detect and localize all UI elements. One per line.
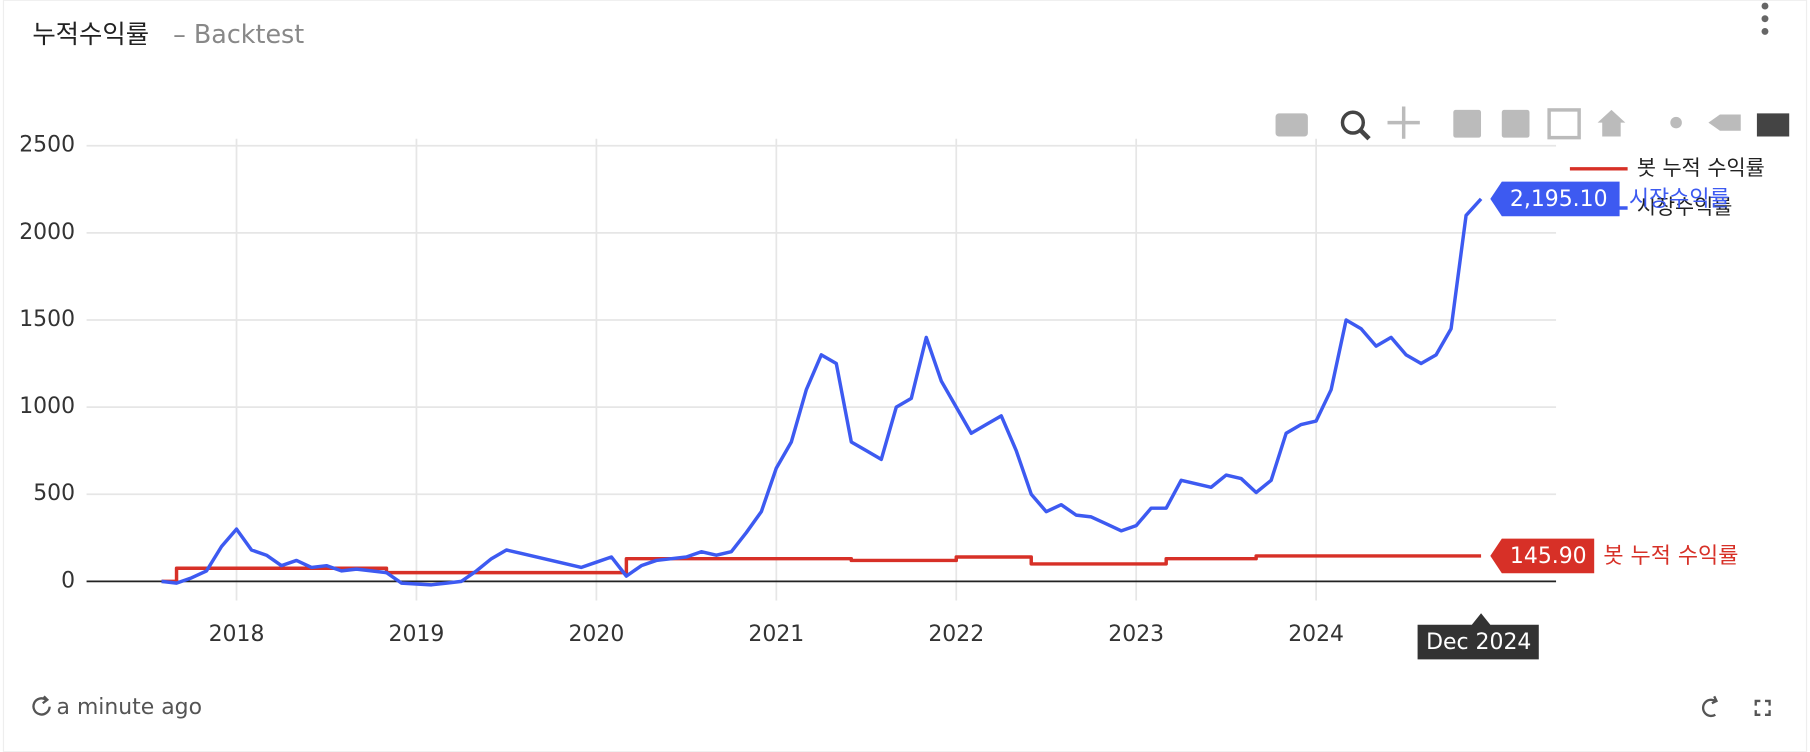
panel-subtitle: – Backtest bbox=[173, 19, 304, 49]
refresh-button[interactable] bbox=[1702, 695, 1719, 718]
menu-button[interactable] bbox=[1761, 2, 1769, 35]
y-tick-label: 2000 bbox=[19, 220, 75, 245]
hover-value: 145.90 bbox=[1510, 544, 1587, 569]
legend-label: 봇 누적 수익률 bbox=[1637, 156, 1765, 180]
x-tick-label: 2023 bbox=[1108, 622, 1164, 647]
hover-closest-button[interactable] bbox=[1708, 114, 1741, 131]
pan-button[interactable] bbox=[1387, 106, 1420, 139]
y-tick-label: 1000 bbox=[19, 394, 75, 419]
zoom-button[interactable] bbox=[1340, 110, 1366, 135]
hover-name: 시장수익률 bbox=[1629, 187, 1730, 212]
refresh-icon bbox=[32, 695, 51, 716]
y-tick-label: 2500 bbox=[19, 133, 75, 158]
x-tick-label: 2022 bbox=[928, 622, 984, 647]
hover-name: 봇 누적 수익률 bbox=[1603, 544, 1738, 569]
x-tick-label: 2020 bbox=[568, 622, 624, 647]
legend-label: 시장수익률 bbox=[1637, 195, 1733, 219]
hover-x-label: Dec 2024 bbox=[1426, 630, 1531, 655]
zoom-out-button[interactable] bbox=[1501, 109, 1530, 138]
updated-time: a minute ago bbox=[57, 695, 202, 720]
toolbar bbox=[1275, 106, 1790, 141]
camera-button[interactable] bbox=[1275, 113, 1308, 137]
fullscreen-button[interactable] bbox=[1754, 699, 1771, 716]
x-tick-label: 2018 bbox=[209, 622, 265, 647]
hover-value: 2,195.10 bbox=[1510, 187, 1608, 212]
plot: 0 500 1000 1500 2000 2500 2018 2019 2020 2021 2022… bbox=[19, 133, 1765, 660]
series-line bbox=[161, 197, 1483, 587]
x-tick-label: 2024 bbox=[1288, 622, 1344, 647]
y-tick-label: 500 bbox=[33, 481, 75, 506]
x-tick-label: 2021 bbox=[748, 622, 804, 647]
spike-button[interactable] bbox=[1670, 116, 1682, 129]
hover-box bbox=[1490, 181, 1620, 217]
y-tick-label: 1500 bbox=[19, 307, 75, 332]
x-tick-label: 2019 bbox=[389, 622, 445, 647]
reset-button[interactable] bbox=[1597, 109, 1626, 137]
hover-box bbox=[1490, 538, 1595, 574]
zoom-in-button[interactable] bbox=[1453, 109, 1482, 138]
autoscale-button[interactable] bbox=[1547, 108, 1581, 140]
panel-title: 누적수익률 bbox=[32, 19, 149, 49]
compare-button[interactable] bbox=[1756, 113, 1790, 137]
y-tick-label: 0 bbox=[61, 568, 75, 593]
